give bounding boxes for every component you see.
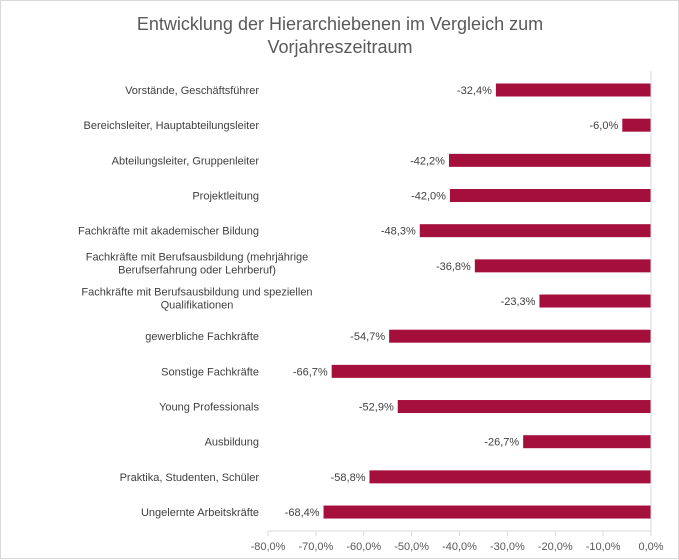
- category-labels: Vorstände, Geschäftsführer Bereichsleiter…: [78, 85, 313, 519]
- bar: [449, 189, 651, 203]
- bar: [369, 470, 651, 484]
- value-label: -23,3%: [501, 296, 536, 308]
- x-tick-label: 0,0%: [638, 541, 663, 553]
- value-label: -52,9%: [359, 402, 394, 414]
- x-tick-label: -80,0%: [251, 541, 286, 553]
- bar: [448, 153, 651, 167]
- category-label: Bereichsleiter, Hauptabteilungsleiter: [84, 120, 260, 132]
- value-label: -6,0%: [590, 120, 619, 132]
- value-label: -26,7%: [484, 437, 519, 449]
- category-label: Ausbildung: [205, 437, 259, 449]
- category-label: Fachkräfte mit Berufsausbildung und spez…: [81, 287, 312, 299]
- category-label: Fachkräfte mit akademischer Bildung: [78, 226, 259, 238]
- value-label: -66,7%: [293, 366, 328, 378]
- bar: [389, 329, 651, 343]
- bar: [622, 118, 651, 132]
- category-label: Projektleitung: [192, 191, 259, 203]
- category-label: Ungelernte Arbeitskräfte: [141, 507, 259, 519]
- bars: [323, 83, 651, 519]
- bar: [523, 435, 651, 449]
- x-tick-label: -20,0%: [538, 541, 573, 553]
- category-label: Sonstige Fachkräfte: [161, 366, 259, 378]
- chart-title-line: Vorjahreszeitraum: [267, 37, 412, 57]
- value-label: -68,4%: [285, 507, 320, 519]
- bar: [419, 224, 651, 238]
- value-label: -32,4%: [457, 85, 492, 97]
- bar: [323, 505, 651, 519]
- x-axis: -80,0% -70,0% -60,0% -50,0% -40,0% -30,0% -20,…: [251, 71, 664, 553]
- bar: [397, 400, 651, 414]
- chart-title: Entwicklung der Hierarchiebenen im Vergl…: [137, 14, 543, 57]
- x-tick-label: -70,0%: [298, 541, 333, 553]
- bar: [474, 259, 651, 273]
- category-label: Fachkräfte mit Berufsausbildung (mehrjäh…: [86, 251, 309, 263]
- bar: [495, 83, 651, 97]
- value-label: -58,8%: [331, 472, 366, 484]
- category-label: Qualifikationen: [161, 300, 234, 312]
- category-label: Vorstände, Geschäftsführer: [125, 85, 259, 97]
- bar: [331, 364, 651, 378]
- value-label: -42,2%: [410, 155, 445, 167]
- category-label: Praktika, Studenten, Schüler: [120, 472, 260, 484]
- x-tick-label: -60,0%: [346, 541, 381, 553]
- value-labels: -32,4% -6,0% -42,2% -42,0% -48,3% -36,8% -23,3…: [285, 85, 619, 519]
- category-label: gewerbliche Fachkräfte: [145, 331, 259, 343]
- category-label: Berufserfahrung oder Lehrberuf): [118, 264, 276, 276]
- x-tick-label: -10,0%: [586, 541, 621, 553]
- category-label: Abteilungsleiter, Gruppenleiter: [112, 155, 260, 167]
- value-label: -42,0%: [411, 191, 446, 203]
- x-tick-label: -40,0%: [442, 541, 477, 553]
- bar: [539, 294, 651, 308]
- value-label: -36,8%: [436, 261, 471, 273]
- x-tick-label: -30,0%: [490, 541, 525, 553]
- value-label: -54,7%: [350, 331, 385, 343]
- value-label: -48,3%: [381, 226, 416, 238]
- x-tick-label: -50,0%: [394, 541, 429, 553]
- chart-title-line: Entwicklung der Hierarchiebenen im Vergl…: [137, 14, 543, 34]
- category-label: Young Professionals: [159, 402, 259, 414]
